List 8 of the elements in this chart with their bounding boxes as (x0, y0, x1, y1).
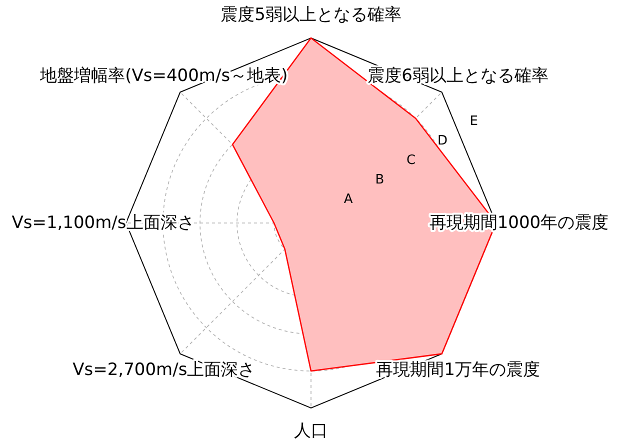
spoke-label: 人口 (294, 421, 328, 441)
spoke-label: Vs=1,100m/s上面深さ (12, 213, 194, 233)
y-tick-label: A (344, 192, 353, 208)
spoke-label: 震度5弱以上となる確率 (220, 5, 402, 25)
y-tick-label: E (470, 114, 478, 129)
y-tick-label: C (406, 152, 416, 168)
y-tick-label: D (437, 133, 448, 148)
y-tick-label: B (375, 172, 384, 188)
